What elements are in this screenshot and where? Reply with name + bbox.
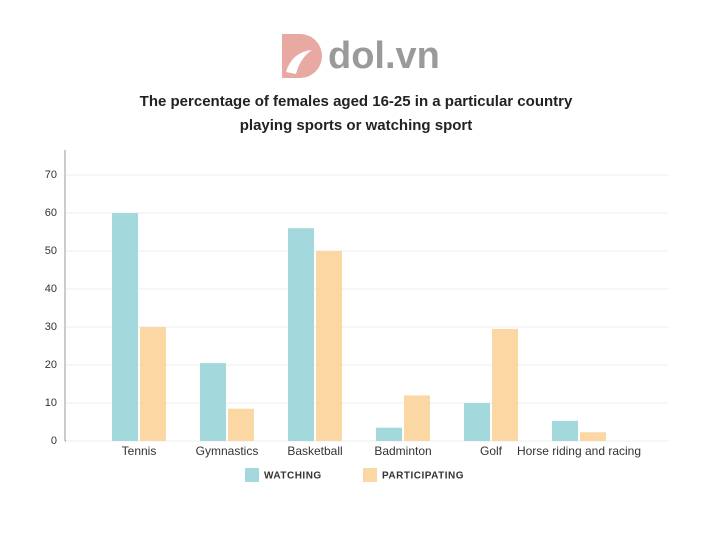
y-tick-label: 30 (45, 321, 57, 333)
bar (580, 432, 606, 441)
logo-text: dol.vn (328, 35, 440, 77)
bar (288, 228, 314, 441)
x-tick-label: Gymnastics (196, 444, 259, 458)
x-tick-label: Tennis (122, 444, 157, 458)
bar (112, 213, 138, 441)
y-tick-label: 10 (45, 397, 57, 409)
bar (140, 327, 166, 441)
bar (492, 328, 518, 441)
y-tick-label: 60 (45, 207, 57, 219)
bar (552, 420, 578, 441)
x-tick-label: Horse riding and racing (517, 444, 641, 458)
bar (200, 363, 226, 441)
x-tick-label: Badminton (374, 444, 431, 458)
legend-label: WATCHING (264, 471, 322, 482)
x-tick-label: Golf (480, 444, 503, 458)
y-tick-label: 40 (45, 283, 57, 295)
bar (316, 251, 342, 441)
logo: dol.vn (282, 34, 440, 78)
x-tick-label: Basketball (287, 444, 342, 458)
y-tick-label: 50 (45, 245, 57, 257)
legend-swatch (363, 468, 377, 482)
legend-swatch (245, 468, 259, 482)
y-tick-label: 70 (45, 169, 57, 181)
bar (228, 408, 254, 441)
bar (376, 427, 402, 441)
y-tick-label: 20 (45, 359, 57, 371)
legend-label: PARTICIPATING (382, 471, 464, 482)
bar (404, 395, 430, 441)
bar (464, 403, 490, 441)
y-tick-label: 0 (51, 435, 57, 447)
chart-title: The percentage of females aged 16-25 in … (139, 93, 573, 134)
